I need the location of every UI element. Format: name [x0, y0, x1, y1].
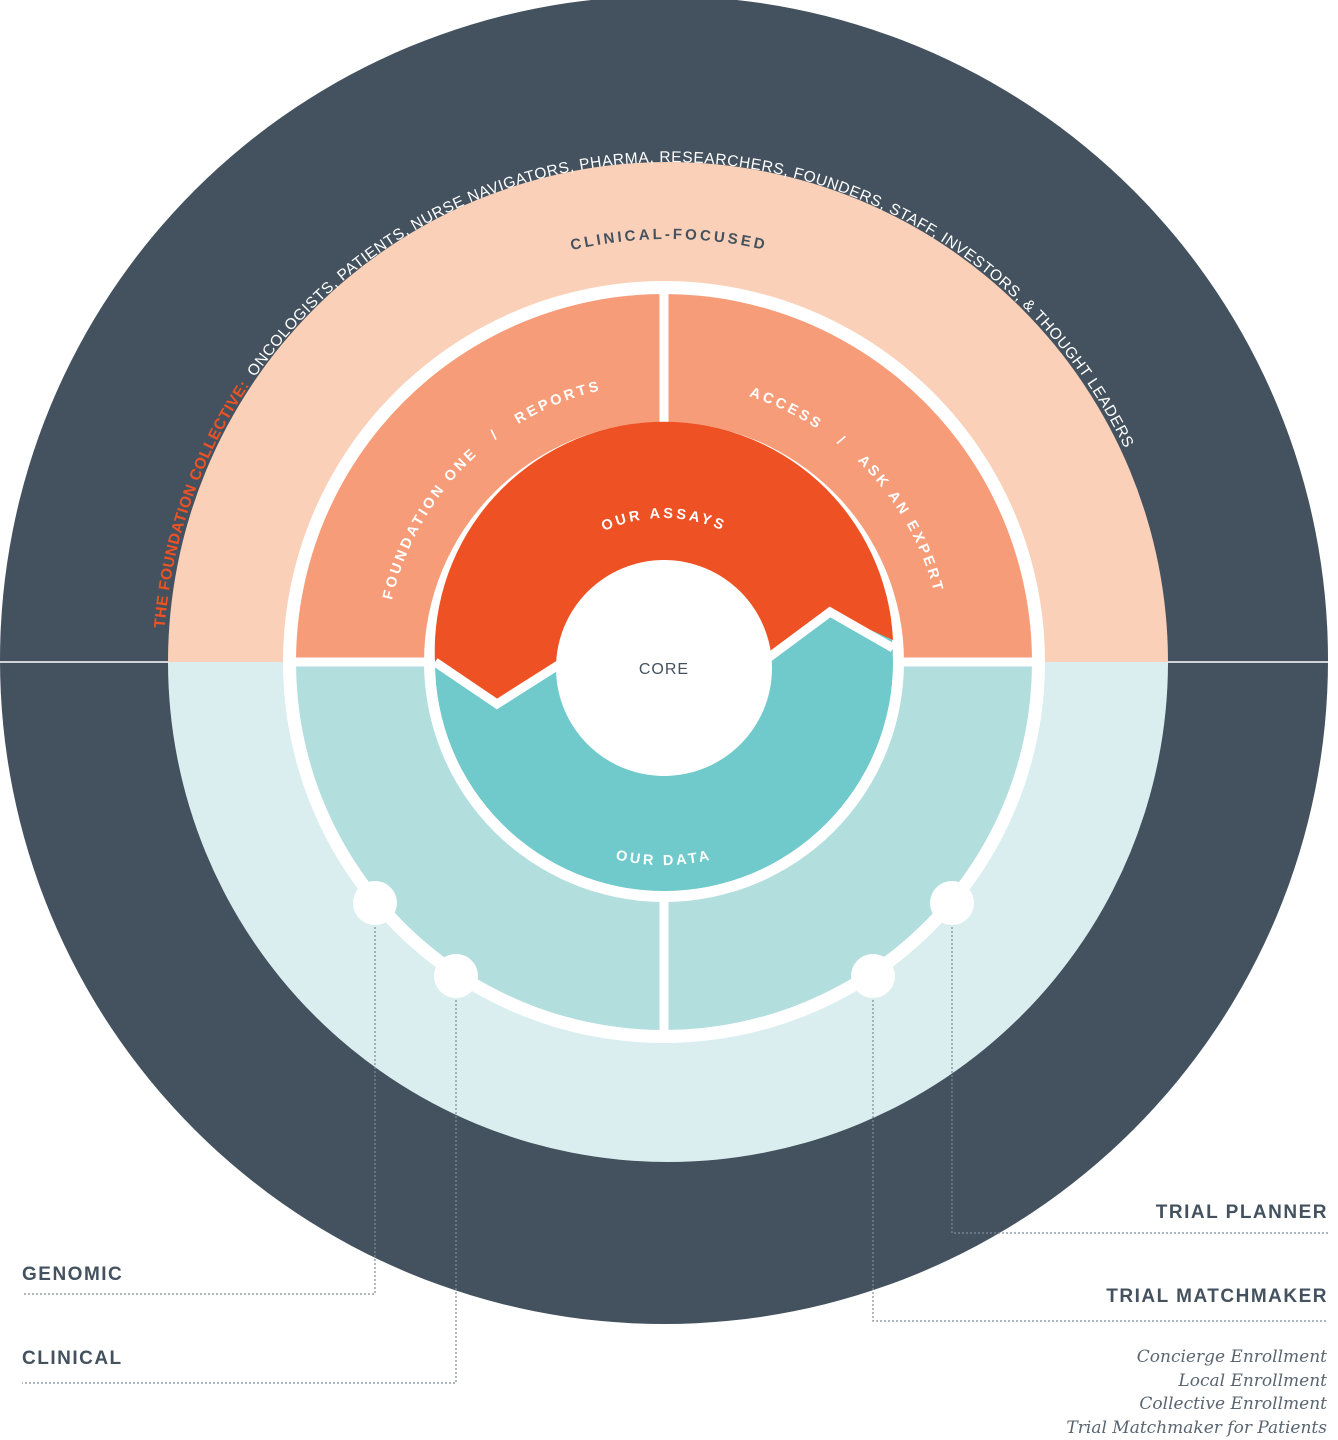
trial-matchmaker-node[interactable] — [851, 954, 895, 998]
clinical-callout[interactable]: CLINICAL — [22, 1348, 123, 1369]
genomic-callout[interactable]: GENOMIC — [22, 1264, 124, 1285]
core-label: CORE — [639, 661, 689, 678]
list-item: Local Enrollment — [1178, 1370, 1327, 1391]
callout-leaders — [22, 903, 1328, 1384]
trial-planner-node[interactable] — [930, 881, 974, 925]
trial-matchmaker-leader — [872, 976, 1328, 1322]
trial-matchmaker-callout[interactable]: TRIAL MATCHMAKER — [1106, 1286, 1328, 1307]
trial-planner-leader — [951, 903, 1328, 1234]
trial-matchmaker-list: Concierge Enrollment Local Enrollment Co… — [1066, 1346, 1327, 1440]
genomic-node[interactable] — [353, 881, 397, 925]
list-item: Trial Matchmaker for Patients — [1066, 1417, 1327, 1438]
assays-data-divider — [432, 606, 896, 710]
core-circle — [556, 560, 772, 776]
list-item: Collective Enrollment — [1139, 1394, 1327, 1414]
clinical-node[interactable] — [434, 954, 478, 998]
trial-planner-callout[interactable]: TRIAL PLANNER — [1155, 1202, 1328, 1223]
our-data-label: OUR DATA — [614, 848, 713, 870]
clinical-leader — [22, 976, 457, 1384]
list-item: Concierge Enrollment — [1136, 1347, 1327, 1367]
